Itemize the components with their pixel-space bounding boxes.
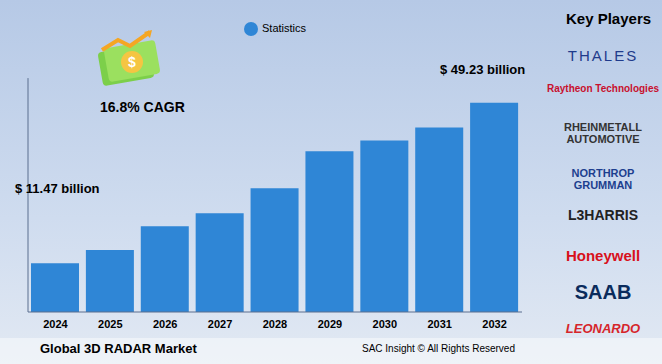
html-text:$ 11.47 billion: $ 11.47 billion	[15, 181, 100, 196]
html-text:Honeywell: Honeywell	[565, 247, 641, 264]
svg-text:$: $	[128, 54, 136, 70]
svg-text:2025: 2025	[98, 318, 122, 330]
html-text:SAAB: SAAB	[574, 281, 632, 303]
html-text:Raytheon Technologies: Raytheon Technologies	[547, 83, 659, 94]
svg-text:2026: 2026	[153, 318, 177, 330]
html-text:Global 3D RADAR Market: Global 3D RADAR Market	[40, 341, 197, 356]
html-text:SAC Insight © All Rights Reser: SAC Insight © All Rights Reserved	[362, 343, 515, 354]
svg-text:2029: 2029	[318, 318, 342, 330]
svg-text:2027: 2027	[208, 318, 232, 330]
html-text:16.8% CAGR: 16.8% CAGR	[100, 99, 185, 115]
html-text:L3HARRIS: L3HARRIS	[568, 207, 638, 223]
html-text:$ 49.23 billion: $ 49.23 billion	[440, 62, 526, 77]
svg-text:2032: 2032	[482, 318, 506, 330]
svg-text:2031: 2031	[427, 318, 451, 330]
html-text:Statistics: Statistics	[262, 22, 306, 34]
html-text:LEONARDO: LEONARDO	[565, 321, 641, 336]
html-text:RHEINMETALL AUTOMOTIVE: RHEINMETALL AUTOMOTIVE	[564, 121, 642, 145]
html-text:THALES: THALES	[567, 47, 639, 64]
svg-text:2030: 2030	[373, 318, 397, 330]
html-text:NORTHROP GRUMMAN: NORTHROP GRUMMAN	[571, 167, 635, 191]
html-text:Key Players: Key Players	[566, 10, 652, 27]
svg-text:2024: 2024	[43, 318, 68, 330]
svg-text:2028: 2028	[263, 318, 287, 330]
